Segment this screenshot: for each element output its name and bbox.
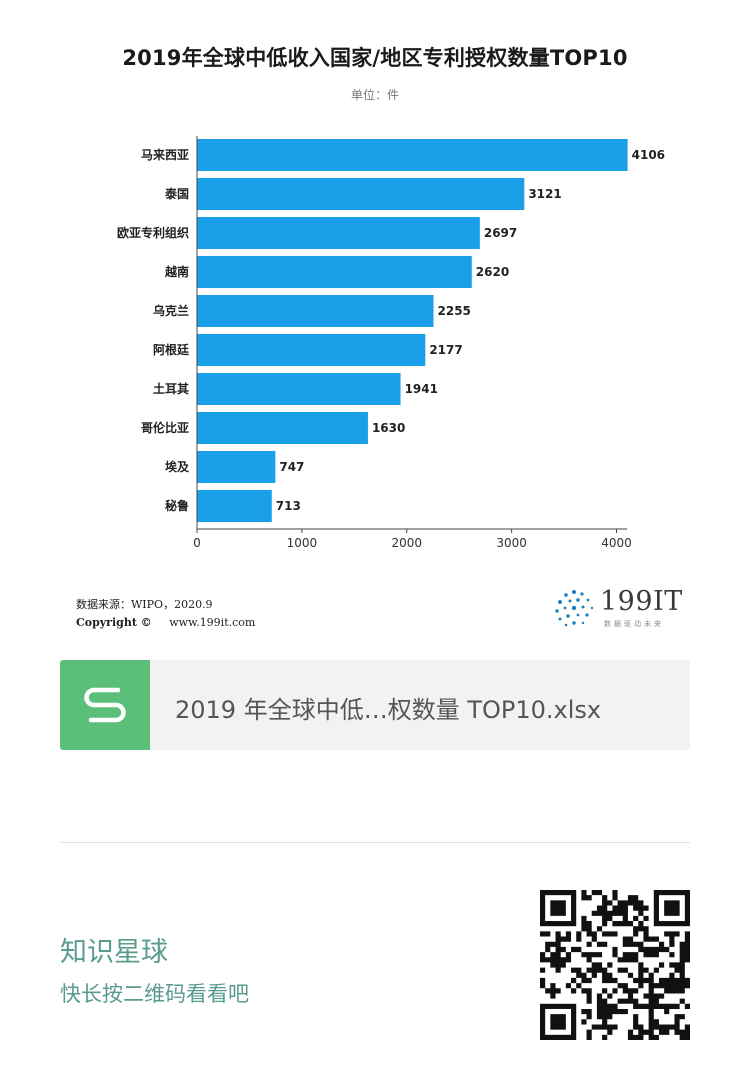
data-label: 2697 <box>484 226 517 240</box>
data-label: 1941 <box>405 382 438 396</box>
category-label: 马来西亚 <box>141 147 189 162</box>
x-tick-label: 4000 <box>601 536 632 550</box>
bar <box>197 412 368 444</box>
data-label: 3121 <box>528 187 561 201</box>
logo-dots-icon <box>555 590 594 627</box>
data-label: 2177 <box>429 343 462 357</box>
chart-title: 2019年全球中低收入国家/地区专利授权数量TOP10 <box>122 46 628 70</box>
category-label: 秘鲁 <box>165 498 189 513</box>
bar <box>197 178 525 210</box>
bar <box>197 139 628 171</box>
data-label: 713 <box>276 499 301 513</box>
category-label: 哥伦比亚 <box>141 420 189 435</box>
category-label: 阿根廷 <box>153 342 190 357</box>
qr-code-icon[interactable] <box>540 890 690 1040</box>
category-label: 乌克兰 <box>153 303 189 318</box>
copyright-line: Copyright © www.199it.com <box>76 616 255 629</box>
category-label: 埃及 <box>165 459 190 474</box>
x-tick-label: 2000 <box>391 536 422 550</box>
chart-subtitle: 单位：件 <box>350 88 399 102</box>
logo-subtitle: 数据驱动未来 <box>604 620 664 628</box>
bar <box>197 295 434 327</box>
category-label: 越南 <box>164 264 189 279</box>
brand-logo: 199IT 数据驱动未来 <box>552 586 692 632</box>
source-text: 数据来源：WIPO，2020.9 <box>76 598 213 611</box>
category-label: 欧亚专利组织 <box>117 225 189 240</box>
planet-subtitle: 快长按二维码看看吧 <box>60 982 249 1006</box>
data-label: 1630 <box>372 421 405 435</box>
logo-text: 199IT <box>600 586 683 617</box>
file-name: 2019 年全球中低…权数量 TOP10.xlsx <box>175 696 602 724</box>
data-label: 2255 <box>438 304 471 318</box>
data-label: 747 <box>279 460 304 474</box>
bar <box>197 451 276 483</box>
bar <box>197 490 272 522</box>
planet-title: 知识星球 <box>60 937 168 968</box>
category-label: 泰国 <box>164 186 189 201</box>
x-tick-label: 3000 <box>496 536 527 550</box>
category-label: 土耳其 <box>153 381 189 396</box>
bar <box>197 256 472 288</box>
file-attachment-card[interactable]: 2019 年全球中低…权数量 TOP10.xlsx <box>60 660 690 750</box>
chart-card: 2019年全球中低收入国家/地区专利授权数量TOP10 单位：件 马来西亚 410… <box>76 46 692 632</box>
x-tick-label: 1000 <box>287 536 318 550</box>
data-label: 2620 <box>476 265 509 279</box>
copyright-label: Copyright © <box>76 616 152 629</box>
x-tick-label: 0 <box>193 536 201 550</box>
bar <box>197 217 480 249</box>
data-label: 4106 <box>632 148 665 162</box>
bar <box>197 334 426 366</box>
bar <box>197 373 401 405</box>
divider <box>60 842 690 843</box>
bar-chart: 马来西亚 4106 泰国 3121 欧亚专利组织 2697 越南 2620 乌克兰 2255 阿根廷… <box>117 136 665 550</box>
copyright-url: www.199it.com <box>169 616 256 629</box>
spreadsheet-s-icon <box>60 660 150 750</box>
